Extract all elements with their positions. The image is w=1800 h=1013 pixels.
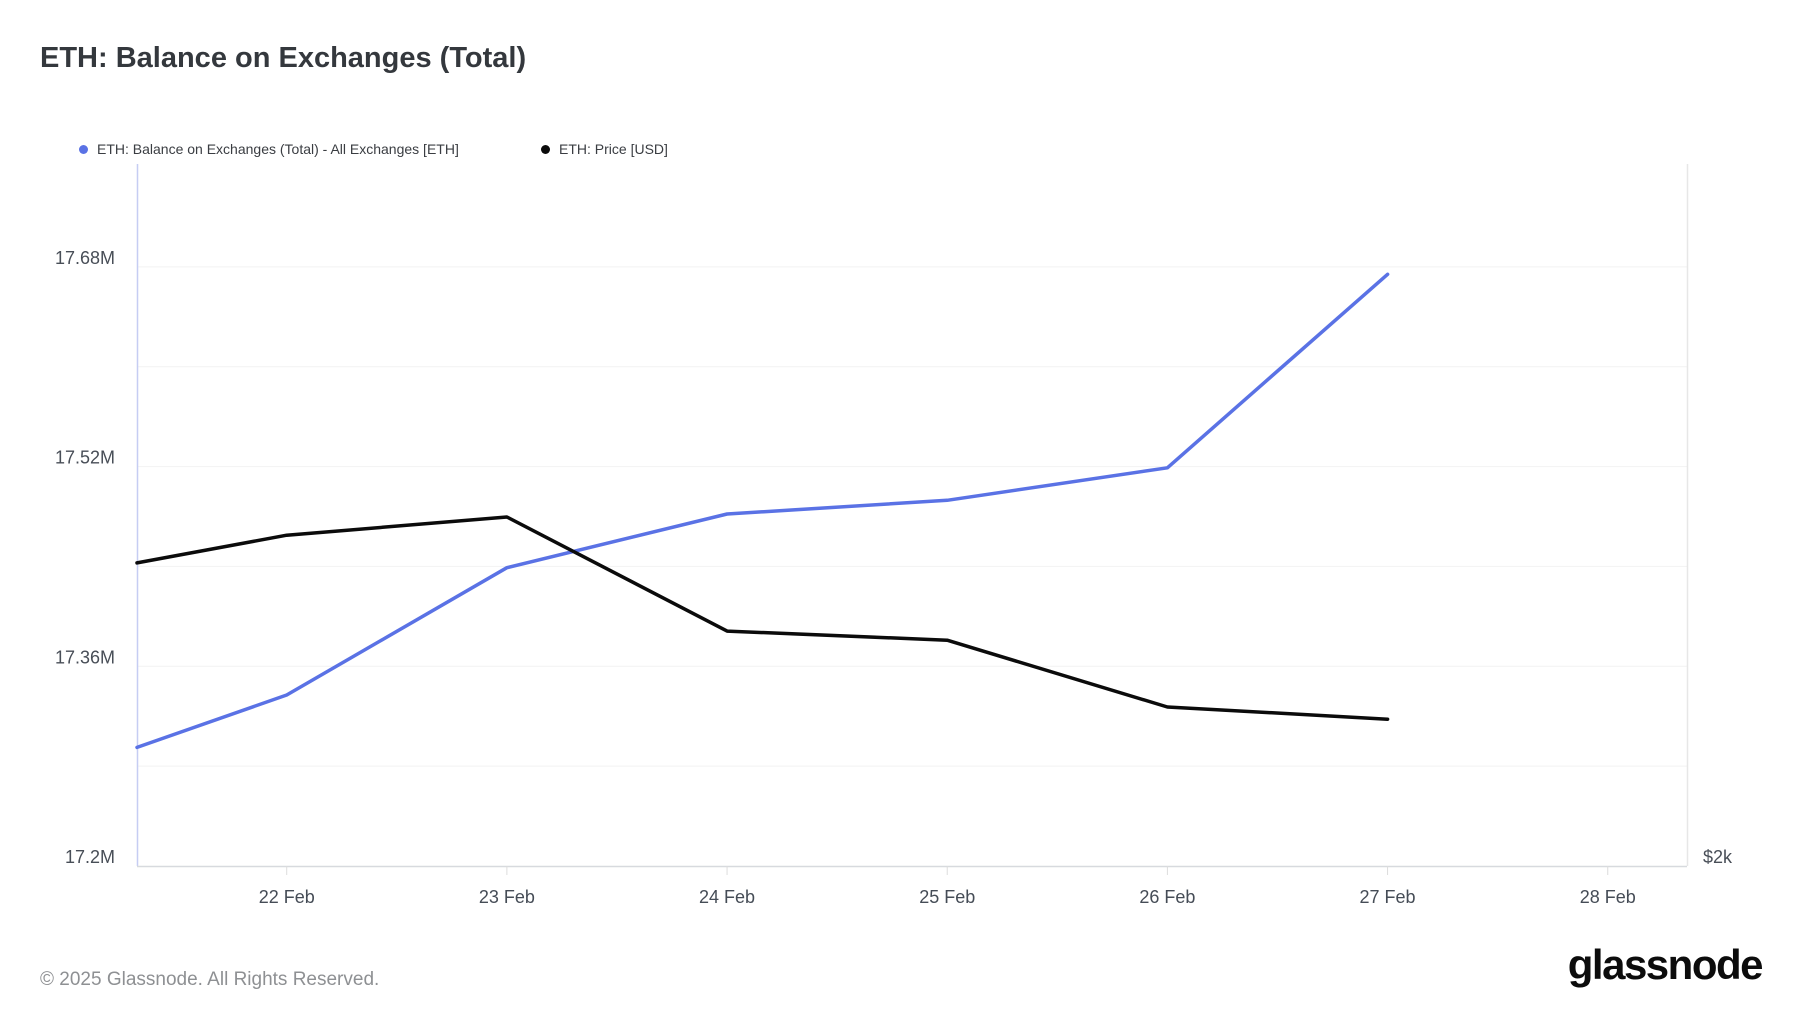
x-axis-label: 22 Feb xyxy=(259,887,315,907)
x-axis-label: 26 Feb xyxy=(1139,887,1195,907)
right-axis-label: $2k xyxy=(1703,847,1733,867)
x-axis-label: 24 Feb xyxy=(699,887,755,907)
legend-item-balance[interactable]: ETH: Balance on Exchanges (Total) - All … xyxy=(79,141,459,157)
x-axis-label: 28 Feb xyxy=(1580,887,1636,907)
legend-dot-price-icon xyxy=(541,144,550,154)
legend: ETH: Balance on Exchanges (Total) - All … xyxy=(0,141,1800,161)
copyright-text: © 2025 Glassnode. All Rights Reserved. xyxy=(40,969,380,990)
x-axis-label: 25 Feb xyxy=(919,887,975,907)
plot-area[interactable] xyxy=(137,164,1687,866)
chart-title: ETH: Balance on Exchanges (Total) xyxy=(40,42,527,74)
balance-series-line xyxy=(135,272,1390,750)
y-axis-label: 17.52M xyxy=(55,448,115,468)
legend-item-price[interactable]: ETH: Price [USD] xyxy=(541,141,668,157)
y-axis-label: 17.2M xyxy=(65,847,115,867)
legend-dot-balance-icon xyxy=(79,144,88,154)
x-axis-label: 23 Feb xyxy=(479,887,535,907)
legend-label-price: ETH: Price [USD] xyxy=(559,141,668,157)
y-axis-label: 17.68M xyxy=(55,248,115,268)
price-series-line xyxy=(135,515,1390,721)
y-axis-label: 17.36M xyxy=(55,647,115,667)
legend-label-balance: ETH: Balance on Exchanges (Total) - All … xyxy=(97,141,459,157)
glassnode-logo: glassnode xyxy=(1567,941,1764,988)
x-axis-label: 27 Feb xyxy=(1360,887,1416,907)
